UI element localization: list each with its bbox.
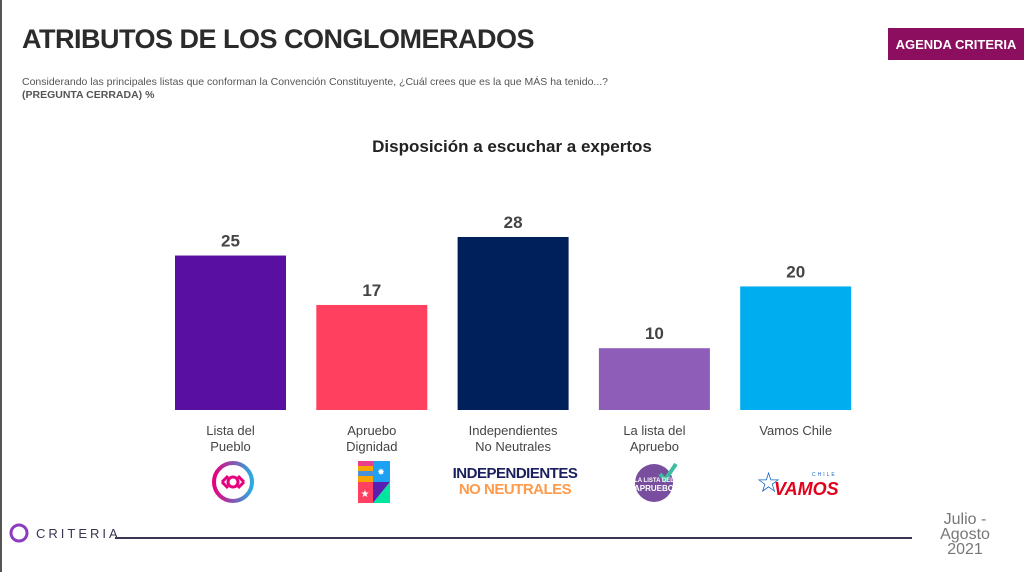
category-label: Apruebo Dignidad (302, 423, 442, 455)
independientes-no-neutrales-logo: INDEPENDIENTES NO NEUTRALES (452, 465, 578, 498)
svg-text:★: ★ (361, 489, 370, 500)
data-label: 10 (645, 324, 664, 343)
data-label: 25 (221, 232, 240, 251)
data-label: 28 (504, 213, 523, 232)
category-label-line: Vamos Chile (759, 423, 833, 438)
category-label-line: Lista del (206, 423, 255, 438)
chart-title: Disposición a escuchar a expertos (372, 137, 652, 156)
footer-divider (115, 537, 912, 539)
date-line: Agosto (940, 526, 990, 543)
svg-text:CHILE: CHILE (812, 472, 837, 478)
bar (598, 348, 710, 410)
agenda-criteria-badge: AGENDA CRITERIA (888, 28, 1024, 60)
category-label: Independientes No Neutrales (443, 423, 583, 455)
data-label: 20 (786, 262, 805, 281)
apruebo-dignidad-logo: ★ ✸ (304, 460, 444, 504)
left-border (0, 0, 2, 572)
category-label-line: La lista del (623, 423, 686, 438)
criteria-brand: CRITERIA (8, 522, 121, 544)
svg-text:☆: ☆ (756, 467, 781, 498)
bar (457, 237, 569, 410)
subtitle: Considerando las principales listas que … (22, 76, 609, 88)
date-line: 2021 (947, 541, 983, 558)
category-label-line: Dignidad (346, 439, 398, 454)
category-label: La lista del Apruebo (584, 423, 724, 455)
bar (316, 304, 428, 410)
date-label: Julio - Agosto 2021 (925, 511, 1005, 558)
category-label-line: Apruebo (347, 423, 397, 438)
category-label-line: Apruebo (629, 439, 679, 454)
category-label-line: No Neutrales (475, 439, 552, 454)
category-label: Lista del Pueblo (161, 423, 301, 455)
data-label: 17 (362, 281, 381, 300)
svg-text:✸: ✸ (377, 467, 385, 477)
category-label: Vamos Chile (726, 423, 866, 439)
la-lista-del-apruebo-logo: LA LISTA DEL APRUEBO (586, 460, 726, 504)
category-label-line: Pueblo (210, 439, 251, 454)
svg-text:LA LISTA DEL: LA LISTA DEL (634, 478, 674, 484)
criteria-logo-icon (9, 523, 29, 543)
lista-del-pueblo-logo (163, 460, 303, 504)
bar (175, 255, 286, 410)
svg-text:VAMOS: VAMOS (774, 479, 839, 499)
category-label-line: Independientes (468, 423, 558, 438)
date-line: Julio - (943, 511, 987, 528)
svg-text:APRUEBO: APRUEBO (634, 484, 674, 493)
brand-name: CRITERIA (36, 525, 121, 541)
chile-vamos-logo: ☆ CHILE VAMOS (727, 460, 867, 504)
bar (740, 286, 852, 410)
subtitle-note: (PREGUNTA CERRADA) % (22, 89, 155, 101)
page-title: ATRIBUTOS DE LOS CONGLOMERADOS (22, 24, 535, 54)
